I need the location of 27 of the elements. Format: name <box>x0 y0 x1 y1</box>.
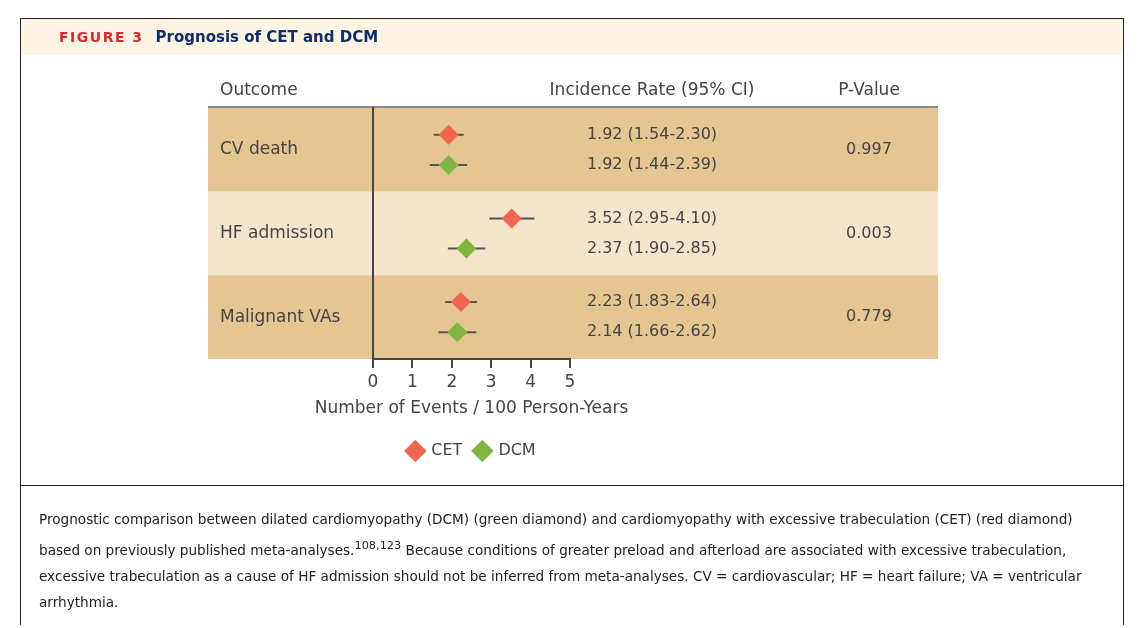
text: 0.003 <box>846 222 892 242</box>
chart-title: Prognosis of CET and DCM <box>155 28 379 46</box>
text: 0.779 <box>846 306 892 326</box>
x-tick-label: 2 <box>446 370 458 391</box>
text: 2.14 (1.66-2.62) <box>586 321 718 341</box>
x-axis-title: Number of Events / 100 Person-Years <box>314 397 629 417</box>
legend-label: CET <box>431 440 463 460</box>
text: P-Value <box>838 79 900 100</box>
x-tick-label: 0 <box>367 370 379 391</box>
text: Incidence Rate (95% CI) <box>549 79 755 100</box>
legend-label: DCM <box>498 440 536 460</box>
x-tick-label: 4 <box>525 370 537 391</box>
x-tick-label: 5 <box>564 370 576 391</box>
y-tick-label: CV death <box>220 138 299 159</box>
text: Outcome <box>220 79 298 100</box>
text: 3.52 (2.95-4.10) <box>586 207 718 227</box>
text: 1.92 (1.54-2.30) <box>586 123 718 143</box>
text: 2.37 (1.90-2.85) <box>586 237 718 257</box>
y-tick-label: Malignant VAs <box>220 305 341 326</box>
x-tick-label: 1 <box>406 370 418 391</box>
x-tick-label: 3 <box>485 370 497 391</box>
y-tick-label: HF admission <box>220 221 335 242</box>
text: Prognostic comparison between dilated cardiomyopathy (DCM) (green diamond) and cardiomyopathy with excessive trabeculation (CET) (red diamond) based on previously published meta-analyses.$^{108,123}$ Because conditions of greater preload and afterload are associated with excessive trabeculation, excessive trabeculation as a cause of HF admission should not be inferred from meta-analyses. CV = cardiovascular; HF = heart failure; VA = ventricular arrhythmia. <box>20 485 1124 625</box>
caption: FIGURE 3 <box>59 29 144 45</box>
text: 1.92 (1.44-2.39) <box>586 154 718 174</box>
text: 0.997 <box>846 138 892 158</box>
text: 2.23 (1.83-2.64) <box>586 291 718 311</box>
